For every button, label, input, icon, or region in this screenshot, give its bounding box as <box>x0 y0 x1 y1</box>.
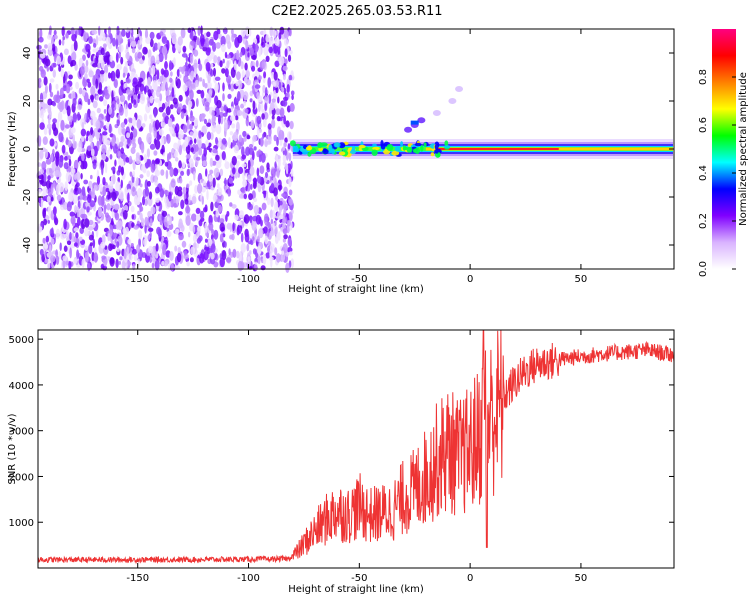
snr-panel: -150 -100 -50 0 50 1000 2000 3000 4000 5000 Heig… <box>7 329 675 595</box>
y-tick-label: 20 <box>22 95 33 108</box>
x-tick-label: 0 <box>467 274 473 285</box>
snr-x-ticks: -150 -100 -50 0 50 <box>126 330 587 584</box>
spectrogram-y-ticks: -40 -20 0 20 40 <box>22 47 674 253</box>
colorbar-ticks: 0.0 0.2 0.4 0.6 0.8 <box>698 69 736 277</box>
x-tick-label: -150 <box>126 274 149 285</box>
x-tick-label: -150 <box>126 573 149 584</box>
colorbar-label: Normalized spectral amplitude <box>738 72 749 226</box>
spectrogram-y-label: Frequency (Hz) <box>7 111 18 187</box>
x-tick-label: -50 <box>351 274 367 285</box>
y-tick-label: 4000 <box>9 381 34 392</box>
y-tick-label: 5000 <box>9 335 34 346</box>
y-tick-label: 2000 <box>9 472 34 483</box>
snr-y-label: SNR (10 * v/v) <box>7 413 18 484</box>
y-tick-label: 1000 <box>9 518 34 529</box>
colorbar-gradient <box>712 29 736 269</box>
snr-frame <box>37 329 675 569</box>
spectrogram-panel: -150 -100 -50 0 50 -40 -20 0 20 40 Height of str… <box>7 25 675 295</box>
colorbar-tick-label: 0.2 <box>698 213 709 229</box>
x-tick-label: -100 <box>237 573 260 584</box>
x-tick-label: -100 <box>237 274 260 285</box>
y-tick-label: 0 <box>22 146 33 152</box>
x-tick-label: -50 <box>351 573 367 584</box>
colorbar-tick-label: 0.4 <box>698 165 709 181</box>
x-tick-label: 50 <box>575 274 588 285</box>
snr-series-line <box>37 329 675 565</box>
spectrogram-x-label: Height of straight line (km) <box>288 284 424 295</box>
x-tick-label: 0 <box>467 573 473 584</box>
colorbar-tick-label: 0.6 <box>698 117 709 133</box>
y-tick-label: -40 <box>22 237 33 253</box>
snr-x-label: Height of straight line (km) <box>288 584 424 595</box>
colorbar-tick-label: 0.0 <box>698 261 709 277</box>
y-tick-label: 40 <box>22 47 33 60</box>
y-tick-label: -20 <box>22 189 33 205</box>
figure-title: C2E2.2025.265.03.53.R11 <box>271 4 442 19</box>
y-tick-label: 3000 <box>9 427 34 438</box>
colorbar: 0.0 0.2 0.4 0.6 0.8 Normalized spectral ampl… <box>698 29 749 277</box>
x-tick-label: 50 <box>575 573 588 584</box>
colorbar-tick-label: 0.8 <box>698 69 709 85</box>
spectrogram-x-ticks: -150 -100 -50 0 50 <box>126 29 587 285</box>
spectrogram-carrier <box>289 86 673 159</box>
snr-y-ticks: 1000 2000 3000 4000 5000 <box>9 335 674 529</box>
spectrogram-noise <box>36 25 295 273</box>
